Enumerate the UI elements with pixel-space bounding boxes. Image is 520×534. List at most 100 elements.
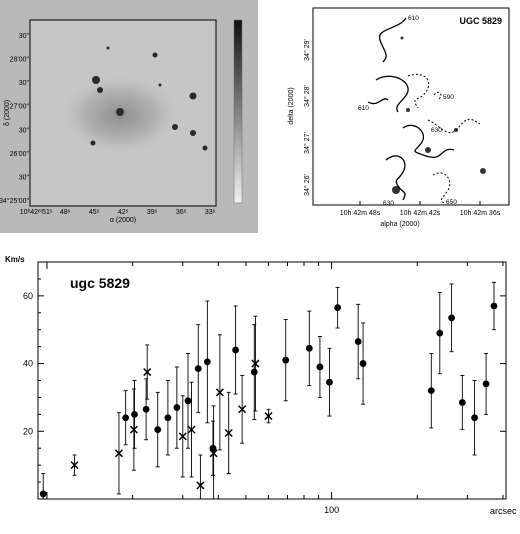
data-point-dot [131,410,138,418]
y-tick-label: 20 [23,426,33,436]
velocity-field-panel: 610 590 610 630 630 650 UGC 5829 10h 42m 48s 1… [258,0,520,233]
data-point-dot [458,399,466,406]
data-point-cross [238,405,247,414]
x-axis-label: arcsec [490,506,517,516]
data-point-cross [251,359,260,368]
data-point-dot [232,346,240,354]
x-tick-labels: 10h 42m 48s 10h 42m 42s 10h 42m 36s [340,201,501,217]
data-point-cross [215,388,224,397]
data-point-dot [122,414,130,422]
data-point-cross [209,449,218,458]
data-point-cross [143,368,152,377]
rotation-curve-svg: Km/s arcsec ugc 5829 20 40 60 100 [5,255,517,516]
contour-labels: 610 590 610 630 630 650 [358,15,457,207]
data-point-cross [196,481,205,490]
data-series [39,281,498,500]
y-axis-label: Km/s [5,255,25,264]
data-point-dot [305,344,313,352]
y-tick-label: 30" [19,174,30,181]
y-tick-label: 26'00" [10,151,30,158]
x-tick-label: 42ˢ [118,209,129,216]
y-tick-label: 34°25'00" [0,197,30,205]
x-tick-label: 48ˢ [60,209,71,216]
x-tick-label: 39ˢ [147,209,158,216]
series-dot [39,281,498,500]
contour-label: 630 [383,200,394,207]
y-tick-label: 30" [19,33,30,40]
x-tick-label: 10h 42m 36s [460,210,501,217]
plot-frame [37,261,507,500]
y-tick-labels: 34° 26' 34° 27' 34° 28' 34° 29' [303,39,311,196]
data-point-dot [427,387,435,395]
data-point-dot [326,378,333,386]
data-point-dot [39,490,47,498]
data-point-dot [250,368,258,376]
chart-title: UGC 5829 [459,16,502,26]
y-tick-labels: 34°25'00" 30" 26'00" 30" 27'00" 30" 28'00" 30" [0,33,30,205]
data-point-dot [354,338,362,345]
y-tick-label: 28'00" [10,57,30,64]
greyscale-colorbar [233,19,243,204]
data-point-dot [316,363,324,371]
y-tick-label: 40 [23,359,33,369]
data-point-cross [70,461,79,470]
y-tick-label: 34° 29' [303,39,311,61]
x-axis-label: α (2000) [110,217,136,224]
contour-label: 590 [443,94,454,101]
data-point-cross [178,432,187,441]
data-point-dot [359,360,367,367]
data-point-cross [224,428,233,438]
contour-label: 630 [431,127,442,134]
x-tick-label: 10ʰ42ᵐ51ˢ [20,209,53,216]
y-tick-label: 27'00" [10,104,30,111]
contour-label: 650 [446,199,457,206]
data-point-dot [194,365,202,373]
y-axis-label: delta (2000) [288,87,295,124]
y-tick-label: 30" [19,127,30,134]
data-point-dot [203,358,211,366]
x-axis-label: alpha (2000) [380,221,419,228]
data-point-dot [173,404,181,411]
y-tick-label: 60 [23,291,33,301]
y-tick-label: 34° 28' [303,85,311,107]
x-tick-label: 10h 42m 48s [340,210,381,217]
data-point-dot [282,356,290,364]
x-tick-label: 10h 42m 42s [400,210,441,217]
greyscale-image-svg: 10ʰ42ᵐ51ˢ 48ˢ 45ˢ 42ˢ 39ˢ 36ˢ 33ˢ 34°25'00" 30"… [0,19,243,224]
data-point-dot [448,314,455,322]
greyscale-image-panel: 10ʰ42ᵐ51ˢ 48ˢ 45ˢ 42ˢ 39ˢ 36ˢ 33ˢ 34°25'00" 30"… [0,0,258,233]
y-tick-label: 34° 27' [303,132,311,154]
contour-label: 610 [408,15,419,22]
background-stars [392,36,486,194]
data-point-dot [334,304,342,312]
chart-title: ugc 5829 [70,275,130,291]
x-tick-label: 33ˢ [205,209,216,216]
data-point-dot [184,397,192,405]
y-tick-label: 30" [19,80,30,87]
contours [367,17,455,201]
axes: 20 40 60 100 [23,261,506,515]
data-point-dot [471,414,478,422]
x-tick-label: 45ˢ [89,209,100,216]
data-point-dot [482,380,490,388]
y-axis-label: δ (2000) [4,100,11,126]
data-point-dot [490,302,498,310]
data-point-cross [264,412,273,421]
data-point-cross [114,449,123,458]
dashed-contours [407,74,481,206]
data-point-dot [164,414,172,422]
x-tick-label: 100 [324,505,339,515]
data-point-dot [436,329,444,337]
data-point-dot [142,405,150,413]
x-tick-labels: 10ʰ42ᵐ51ˢ 48ˢ 45ˢ 42ˢ 39ˢ 36ˢ 33ˢ [20,209,216,216]
x-tick-label: 36ˢ [176,209,187,216]
data-point-dot [154,426,162,433]
rotation-curve-panel: Km/s arcsec ugc 5829 20 40 60 100 [0,240,520,529]
series-cross [70,315,273,500]
contour-label: 610 [358,105,369,112]
data-point-cross [129,425,138,434]
data-point-cross [187,425,196,434]
y-tick-label: 34° 26' [303,174,311,196]
contour-frame [312,7,510,206]
